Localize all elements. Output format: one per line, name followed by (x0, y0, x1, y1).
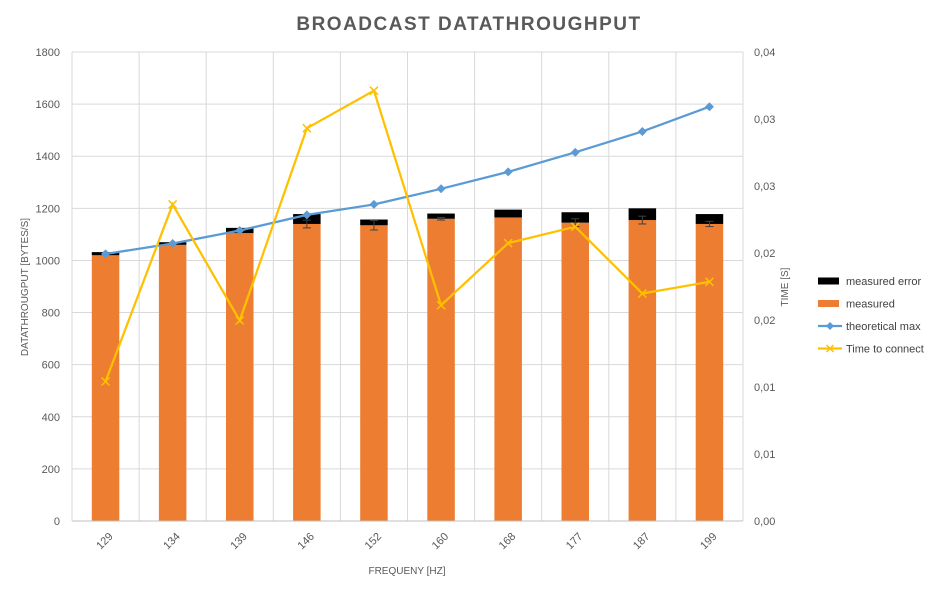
legend-swatch (818, 300, 839, 307)
marker-time-to-connect (436, 300, 446, 310)
y-tick-label: 400 (42, 412, 60, 424)
x-tick-label: 139 (228, 531, 249, 552)
legend-label: Time to connect (846, 344, 924, 356)
line-layer (101, 86, 714, 387)
y2-tick-label: 0,01 (754, 382, 775, 394)
bar-measured-error (561, 212, 590, 223)
marker-theoretical-max (637, 126, 647, 136)
x-tick-label: 134 (161, 531, 182, 552)
y-tick-label: 600 (42, 360, 60, 372)
y-axis-label: DATATHROUGPUT [BYTES/S] (20, 218, 31, 356)
legend: measured error measured theoretical max Tim… (818, 276, 924, 356)
y2-tick-label: 0,04 (754, 47, 775, 59)
marker-theoretical-max (570, 147, 580, 157)
y-tick-label: 1600 (36, 99, 60, 111)
x-tick-label: 160 (430, 531, 451, 552)
marker-time-to-connect (570, 222, 580, 232)
legend-label: theoretical max (846, 321, 921, 333)
marker-theoretical-max (302, 210, 312, 220)
marker-time-to-connect (369, 86, 379, 96)
x-tick-label: 152 (363, 531, 384, 552)
y2-tick-label: 0,03 (754, 114, 775, 126)
y2-axis-label: TIME [S] (780, 267, 791, 306)
legend-item: measured (818, 299, 895, 311)
bar-measured (427, 218, 455, 521)
x-tick-label: 129 (94, 531, 115, 552)
y-tick-label: 1000 (36, 255, 60, 267)
chart-title: BROADCAST DATATHROUGHPUT (296, 14, 641, 35)
error-bar (302, 219, 311, 229)
x-tick-label: 187 (631, 531, 652, 552)
bar-measured (225, 233, 254, 521)
y-tick-label: 1200 (36, 203, 60, 215)
x-tick-label: 199 (698, 531, 719, 552)
marker-time-to-connect (168, 199, 178, 209)
marker-time-to-connect (503, 238, 513, 248)
y2-tick-label: 0,02 (754, 315, 775, 327)
marker-theoretical-max (369, 199, 379, 209)
y-tick-label: 1400 (36, 151, 60, 163)
y2-tick-label: 0,03 (754, 181, 775, 193)
marker-time-to-connect (235, 315, 245, 326)
marker-time-to-connect (637, 289, 647, 299)
bar-measured-error (695, 214, 724, 224)
y2-tick-label: 0,02 (754, 248, 775, 260)
marker-theoretical-max (503, 167, 513, 177)
error-bar (705, 220, 714, 228)
bar-measured-error (628, 208, 657, 221)
bar-measured-error (494, 209, 522, 218)
marker-time-to-connect (704, 277, 714, 287)
bar-measured (494, 217, 522, 522)
legend-label: measured error (846, 276, 922, 288)
x-tick-label: 177 (564, 531, 585, 552)
legend-item: Time to connect (818, 344, 924, 356)
marker-theoretical-max (168, 239, 178, 249)
bar-measured (561, 222, 590, 522)
error-bar (369, 220, 378, 231)
legend-item: theoretical max (818, 321, 921, 333)
legend-label: measured (846, 299, 895, 311)
bar-layer (91, 208, 724, 522)
bar-measured (158, 244, 187, 522)
y-tick-label: 800 (42, 308, 60, 320)
error-bar (638, 215, 647, 225)
y-tick-label: 200 (42, 464, 60, 476)
y2-tick-label: 0,00 (754, 516, 775, 528)
y-tick-label: 1800 (36, 47, 60, 59)
legend-item: measured error (818, 276, 922, 288)
x-tick-label: 168 (497, 531, 518, 552)
x-tick-label: 146 (296, 531, 317, 552)
bar-measured (628, 220, 657, 521)
bar-measured-error (427, 213, 455, 219)
bar-measured (293, 223, 321, 521)
legend-swatch (818, 277, 839, 285)
bar-measured (91, 255, 120, 521)
marker-theoretical-max (235, 225, 245, 235)
marker-time-to-connect (101, 376, 111, 387)
line-time-to-connect (104, 89, 710, 382)
marker-theoretical-max (436, 184, 446, 194)
error-bar-layer (302, 215, 714, 231)
y2-tick-label: 0,01 (754, 449, 775, 461)
y-tick-label: 0 (54, 516, 60, 528)
bar-measured (695, 223, 724, 521)
x-axis-label: FREQUENY [HZ] (368, 566, 445, 577)
marker-theoretical-max (704, 102, 714, 112)
error-bar (437, 216, 446, 221)
bar-measured (360, 225, 388, 521)
marker-theoretical-max (101, 249, 111, 259)
marker-time-to-connect (302, 123, 312, 133)
